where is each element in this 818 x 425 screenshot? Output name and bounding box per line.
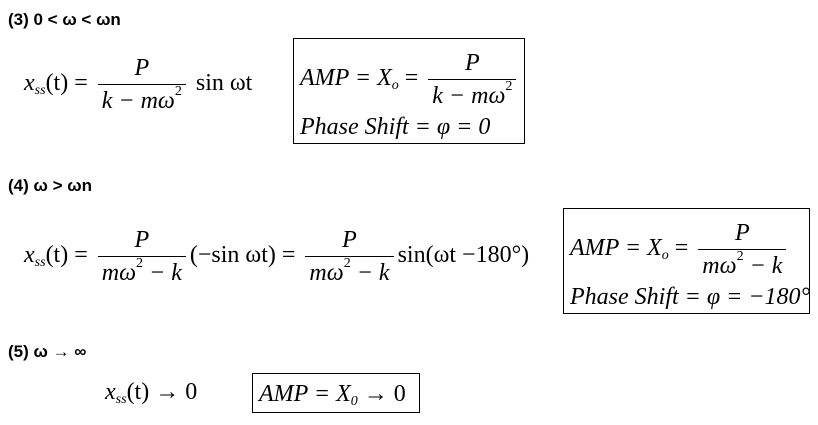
amp-denominator-text: k − mω bbox=[432, 83, 506, 109]
heading-case-3: (3) 0 < ω < ωn bbox=[8, 10, 121, 29]
heading-case-5: (5) ω → ∞ bbox=[8, 342, 87, 361]
trailing-term: sin ωt bbox=[195, 70, 253, 97]
amp-denominator: mω2 − k bbox=[698, 249, 786, 279]
amplitude-row: AMP = Xo = P k − mω2 bbox=[300, 51, 520, 108]
amp-tail: → 0 bbox=[357, 381, 406, 407]
amp-subscript: o bbox=[661, 248, 669, 264]
response-argument: (t) → 0 bbox=[126, 379, 198, 405]
equals-sign: = bbox=[674, 235, 689, 262]
fraction-1: P mω2 − k bbox=[97, 228, 186, 286]
amp-subscript: o bbox=[391, 78, 399, 94]
denominator-2: mω2 − k bbox=[305, 256, 393, 286]
amp-denominator: k − mω2 bbox=[428, 79, 516, 109]
denominator-2-exponent: 2 bbox=[343, 256, 351, 271]
boxed-result-case-4: AMP = Xo = P mω2 − k Phase Shift = φ = −… bbox=[563, 208, 810, 314]
numerator-2: P bbox=[305, 228, 394, 257]
denominator-1-tail: − k bbox=[143, 260, 182, 286]
trailing-term: sin(ωt −180°) bbox=[397, 242, 530, 269]
denominator-text: k − mω bbox=[101, 88, 175, 114]
denominator-2-text: mω bbox=[309, 260, 344, 286]
equals-sign: = bbox=[404, 65, 419, 92]
fraction-2: P mω2 − k bbox=[305, 228, 394, 286]
amp-label: AMP = X bbox=[300, 65, 392, 92]
amplitude-row: AMP = X0 → 0 bbox=[259, 382, 406, 409]
amp-numerator: P bbox=[698, 221, 787, 250]
response-argument: (t) = bbox=[45, 242, 88, 269]
response-subscript: ss bbox=[34, 255, 46, 271]
amplitude-row: AMP = Xo = P mω2 − k bbox=[570, 221, 790, 278]
equation-response-case-4: xss(t) = P mω2 − k (−sin ωt) = P mω2 − k… bbox=[24, 228, 529, 285]
amp-fraction: P k − mω2 bbox=[428, 51, 517, 109]
phase-shift-row: Phase Shift = φ = −180° bbox=[570, 284, 811, 310]
equation-response-case-3: xss(t) = P k − mω2 sin ωt bbox=[24, 56, 252, 113]
boxed-result-case-3: AMP = Xo = P k − mω2 Phase Shift = φ = 0 bbox=[293, 38, 525, 144]
amp-denominator-exponent: 2 bbox=[505, 79, 513, 94]
response-symbol: x bbox=[24, 242, 35, 269]
middle-term: (−sin ωt) = bbox=[189, 242, 296, 269]
amp-fraction: P mω2 − k bbox=[698, 221, 787, 279]
amp-label: AMP = X bbox=[259, 381, 351, 407]
amp-denominator-exponent: 2 bbox=[736, 249, 744, 264]
response-subscript: ss bbox=[34, 83, 46, 99]
boxed-result-case-5: AMP = X0 → 0 bbox=[252, 373, 420, 413]
amp-label: AMP = X bbox=[570, 235, 662, 262]
denominator-2-tail: − k bbox=[350, 260, 390, 286]
denominator-1-exponent: 2 bbox=[136, 256, 144, 271]
response-symbol: x bbox=[24, 70, 35, 97]
phase-shift-row: Phase Shift = φ = 0 bbox=[300, 114, 491, 140]
equation-response-case-5: xss(t) → 0 bbox=[105, 380, 197, 407]
amp-numerator: P bbox=[428, 51, 517, 80]
numerator: P bbox=[97, 56, 186, 85]
numerator-1: P bbox=[97, 228, 186, 257]
denominator-1: mω2 − k bbox=[98, 256, 186, 286]
heading-case-4: (4) ω > ωn bbox=[8, 176, 92, 195]
response-subscript: ss bbox=[115, 392, 127, 407]
denominator-exponent: 2 bbox=[174, 84, 182, 99]
response-argument: (t) = bbox=[45, 70, 88, 97]
response-symbol: x bbox=[105, 379, 116, 405]
amp-denominator-text: mω bbox=[702, 253, 737, 279]
amp-denominator-tail: − k bbox=[743, 253, 783, 279]
denominator: k − mω2 bbox=[98, 84, 186, 114]
denominator-1-text: mω bbox=[101, 260, 137, 286]
amp-subscript: 0 bbox=[350, 394, 358, 409]
fraction: P k − mω2 bbox=[97, 56, 186, 114]
